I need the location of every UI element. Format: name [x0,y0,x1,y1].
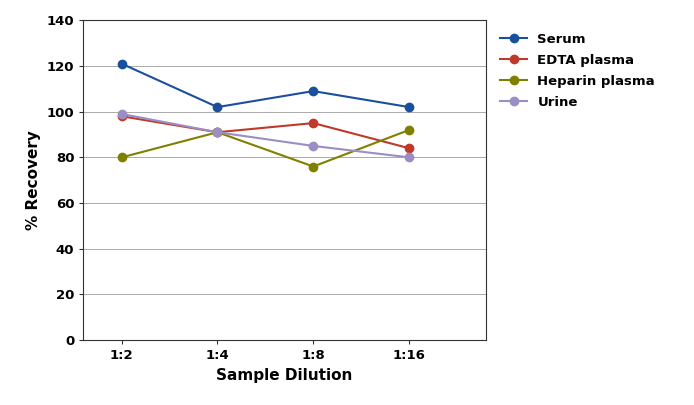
Line: Serum: Serum [117,60,414,111]
Heparin plasma [117,155,126,160]
Urine [213,130,221,134]
X-axis label: Sample Dilution: Sample Dilution [217,368,353,383]
Line: Heparin plasma: Heparin plasma [117,126,414,171]
Serum [213,104,221,109]
Heparin plasma [405,128,414,132]
Urine [309,143,317,148]
EDTA plasma [213,130,221,134]
Y-axis label: % Recovery: % Recovery [26,130,41,230]
Serum [309,89,317,94]
Urine [117,111,126,116]
EDTA plasma [117,114,126,119]
Line: Urine: Urine [117,110,414,162]
Serum [405,104,414,109]
Serum [117,61,126,66]
EDTA plasma [405,146,414,151]
Line: EDTA plasma: EDTA plasma [117,112,414,152]
Heparin plasma [309,164,317,169]
Urine [405,155,414,160]
EDTA plasma [309,121,317,126]
Legend: Serum, EDTA plasma, Heparin plasma, Urine: Serum, EDTA plasma, Heparin plasma, Urin… [500,33,655,109]
Heparin plasma [213,130,221,134]
